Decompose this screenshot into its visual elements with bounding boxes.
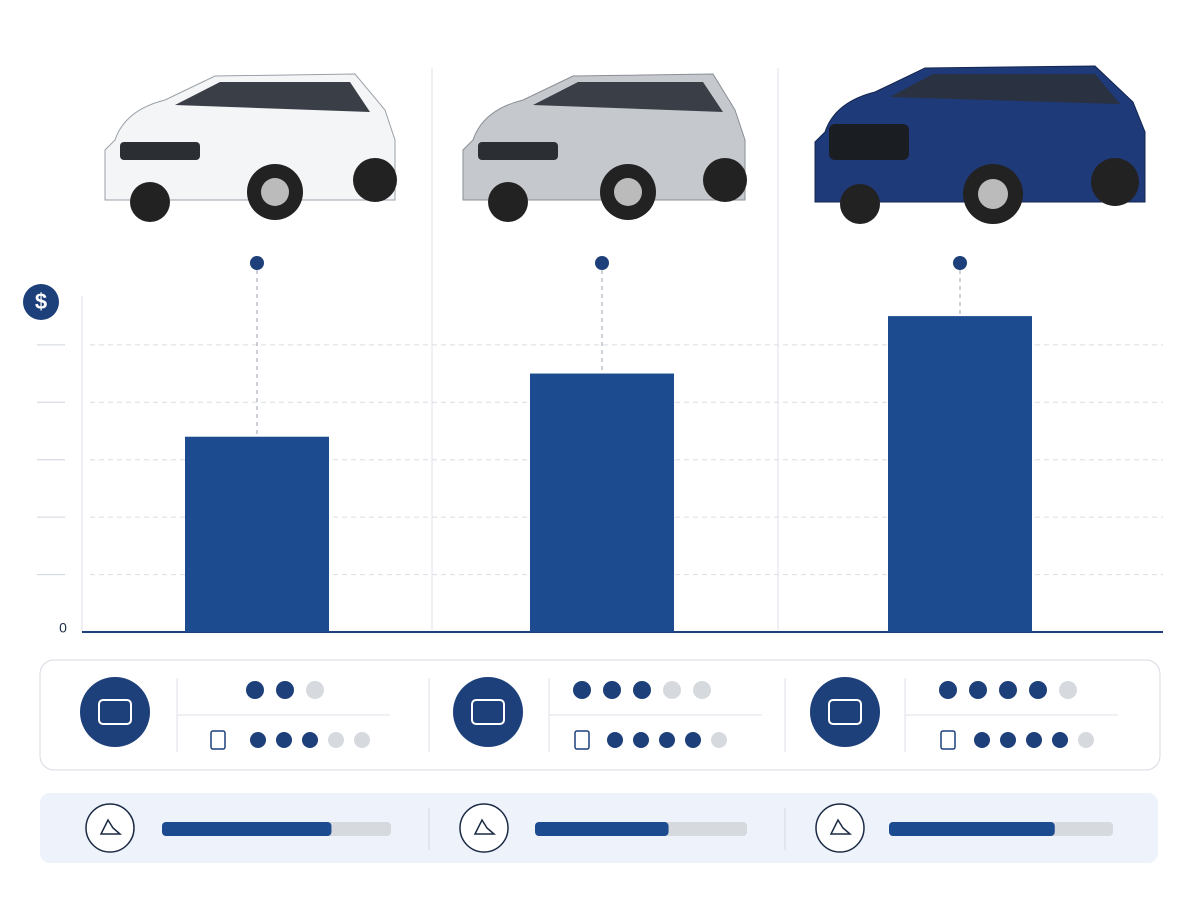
leader-dot: [595, 256, 609, 270]
progress-icon: [85, 803, 135, 853]
rating-dot-filled: [1000, 732, 1016, 748]
rating-dot-empty: [1059, 681, 1077, 699]
progress-icon-glyph: [473, 818, 497, 835]
rating-dot-filled: [633, 732, 649, 748]
rating-dot-filled: [250, 732, 266, 748]
icon-glyph: [471, 699, 505, 725]
car-silver: [462, 73, 747, 222]
rating-dot-filled: [969, 681, 987, 699]
icon-glyph: [828, 699, 862, 725]
rating-dot-empty: [328, 732, 344, 748]
bar: [888, 316, 1032, 632]
y-tick-label: 0: [59, 620, 67, 636]
rating-dot-filled: [603, 681, 621, 699]
rating-dot-empty: [711, 732, 727, 748]
progress-icon: [459, 803, 509, 853]
row-icon: [574, 730, 590, 750]
row-icon: [210, 730, 226, 750]
rating-dot-filled: [1029, 681, 1047, 699]
car-white: [104, 73, 397, 222]
rating-dot-empty: [306, 681, 324, 699]
progress-icon-glyph: [829, 818, 853, 835]
rating-dot-filled: [607, 732, 623, 748]
rating-dot-filled: [302, 732, 318, 748]
rating-dot-filled: [974, 732, 990, 748]
rating-dot-filled: [246, 681, 264, 699]
leader-dot: [953, 256, 967, 270]
rating-dot-filled: [573, 681, 591, 699]
rating-dot-filled: [633, 681, 651, 699]
progress-icon: [815, 803, 865, 853]
row-icon: [940, 730, 956, 750]
rating-dot-filled: [685, 732, 701, 748]
rating-dot-empty: [1078, 732, 1094, 748]
rating-dot-filled: [659, 732, 675, 748]
y-axis-badge: [23, 284, 59, 320]
rating-dot-filled: [1026, 732, 1042, 748]
rating-dot-filled: [276, 681, 294, 699]
bar: [530, 373, 674, 632]
feature-icon: [810, 677, 880, 747]
progress-fill: [889, 822, 1055, 836]
bar: [185, 436, 329, 632]
rating-dot-empty: [354, 732, 370, 748]
feature-icon: [80, 677, 150, 747]
rating-dot-filled: [1052, 732, 1068, 748]
rating-dot-filled: [939, 681, 957, 699]
y-axis-label: $: [35, 289, 47, 314]
feature-icon: [453, 677, 523, 747]
icon-glyph: [98, 699, 132, 725]
progress-icon-glyph: [99, 818, 123, 835]
rating-dot-filled: [999, 681, 1017, 699]
rating-dot-filled: [276, 732, 292, 748]
leader-dot: [250, 256, 264, 270]
progress-fill: [162, 822, 332, 836]
rating-dot-empty: [693, 681, 711, 699]
car-navy: [814, 65, 1146, 224]
progress-fill: [535, 822, 669, 836]
rating-dot-empty: [663, 681, 681, 699]
